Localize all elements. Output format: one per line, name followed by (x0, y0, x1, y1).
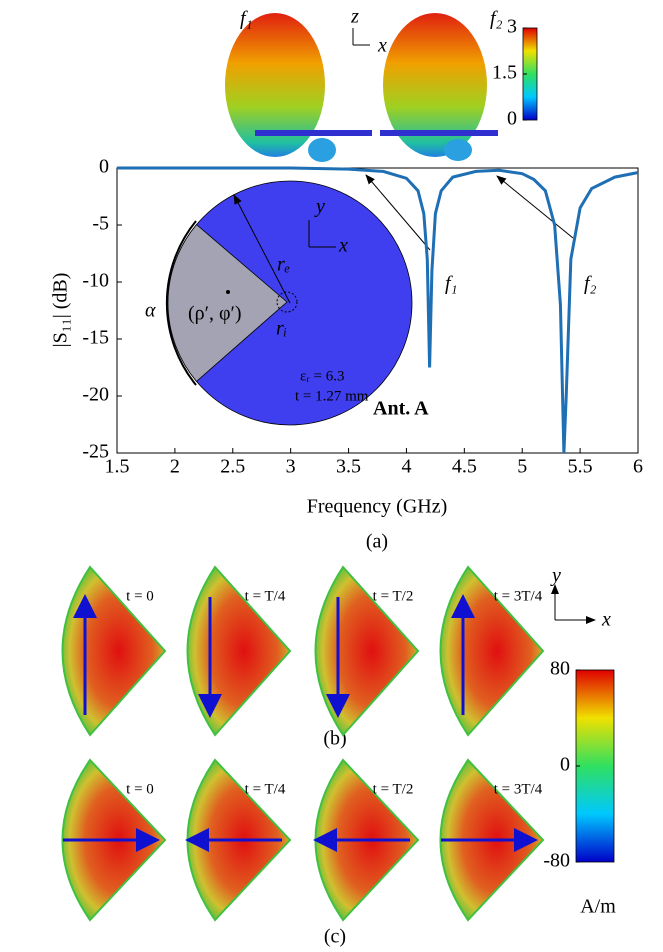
x-tick-label: 5 (517, 456, 527, 478)
s11-plot: y x rₑ rᵢ (ρ′, φ′) α εᵣ = 6.3 t = 1.27 m… (50, 156, 643, 553)
x-tick-label: 5.5 (568, 456, 593, 478)
y-tick-label: -5 (92, 213, 109, 235)
x-tick-label: 3.5 (336, 456, 361, 478)
colorbar-tick-label: -80 (543, 850, 570, 872)
colorbar-tick-label: 1.5 (492, 62, 517, 84)
y-tick-label: 0 (99, 156, 109, 178)
caption: (a) (366, 531, 388, 553)
re-arrow (233, 194, 291, 304)
annotation: Ant. A (373, 398, 429, 420)
time-label: t = T/4 (245, 588, 286, 604)
colorbar (575, 669, 615, 863)
x-tick-label: 4 (401, 456, 411, 478)
axis-label: z (350, 6, 359, 28)
annotation: α (145, 300, 156, 322)
annotation: f₁ (445, 273, 458, 295)
slot-sector (167, 224, 288, 382)
pattern-panel: f₁ f₂ z x 0 1.5 3 (225, 6, 538, 162)
x-tick-label: 3 (286, 456, 296, 478)
time-label: t = T/4 (245, 781, 286, 797)
plot-frame (116, 167, 639, 454)
time-label: t = 0 (126, 588, 154, 604)
annotation: t = 1.27 mm (295, 388, 369, 404)
ground-plane (255, 130, 372, 136)
y-tick-label: -15 (82, 327, 109, 349)
annotation: rₑ (277, 254, 290, 276)
ri-circle (276, 291, 298, 313)
alpha-arc (165, 220, 197, 386)
x-tick-label: 4.5 (452, 456, 477, 478)
y-tick-label: -20 (82, 384, 109, 406)
pattern-backlobe (444, 139, 472, 161)
annotation: x (338, 235, 348, 257)
colorbar-tick-label: 0 (560, 754, 570, 776)
x-tick-label: 2 (170, 456, 180, 478)
ground-plane (380, 130, 498, 136)
series-line (117, 166, 638, 454)
colorbar-tick-label: 80 (550, 658, 570, 680)
x-tick-label: 2.5 (220, 456, 245, 478)
axis-label: y (550, 565, 561, 587)
annotation: rᵢ (276, 318, 287, 340)
pattern-label: f₂ (490, 8, 503, 30)
time-label: t = T/2 (373, 781, 414, 797)
pattern-backlobe (308, 138, 336, 162)
y-tick-label: -10 (82, 270, 109, 292)
x-tick-label: 6 (633, 456, 643, 478)
axis-label: x (377, 35, 387, 57)
colorbar-tick-label: 0 (507, 108, 517, 130)
time-label: t = 3T/4 (494, 781, 543, 797)
colorbar-tick-label: 3 (507, 16, 517, 38)
time-label: t = T/2 (373, 588, 414, 604)
x-tick-label: 1.5 (105, 456, 130, 478)
caption: (c) (324, 926, 346, 948)
annotation: y (314, 196, 325, 218)
pattern-f2 (383, 13, 487, 157)
y-tick-label: -25 (82, 441, 109, 463)
x-axis-label: Frequency (GHz) (307, 496, 448, 518)
axis-label: x (601, 609, 611, 631)
time-label: t = 3T/4 (494, 588, 543, 604)
annotation: f₂ (584, 273, 597, 295)
feed-point (226, 290, 230, 294)
current-distribution (314, 565, 420, 737)
annotation-arrow (365, 174, 431, 251)
pattern-f1 (225, 13, 325, 157)
current-distribution (186, 565, 292, 737)
y-axis-label: |S₁₁| (dB) (50, 273, 72, 348)
time-label: t = 0 (126, 781, 154, 797)
annotation-arrow (496, 175, 574, 239)
colorbar-unit: A/m (580, 896, 616, 918)
annotation: εᵣ = 6.3 (300, 368, 344, 384)
pattern-label: f₁ (240, 8, 253, 30)
annotation: (ρ′, φ′) (188, 303, 242, 325)
